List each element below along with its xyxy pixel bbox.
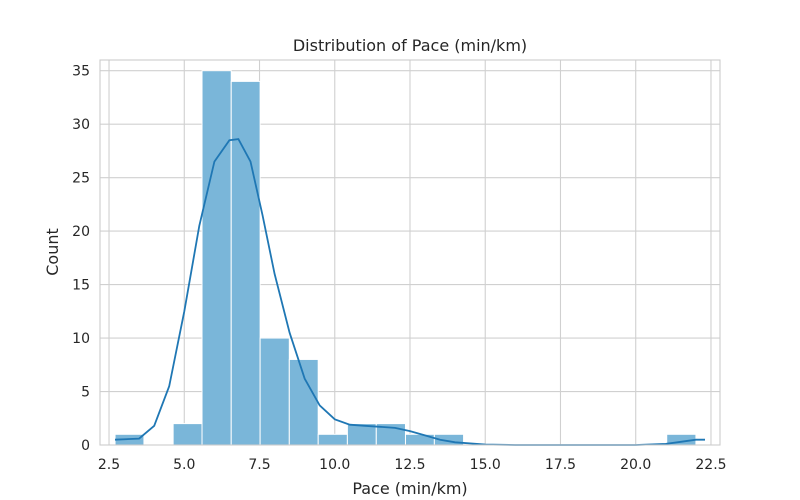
- x-tick-label: 10.0: [319, 457, 350, 473]
- histogram-bar: [172, 423, 203, 446]
- x-tick-label: 5.0: [173, 457, 195, 473]
- x-tick-label: 15.0: [470, 457, 501, 473]
- y-axis-label: Count: [43, 228, 62, 276]
- x-tick-label: 2.5: [98, 457, 120, 473]
- x-tick-label: 20.0: [620, 457, 651, 473]
- chart-title: Distribution of Pace (min/km): [293, 36, 527, 55]
- plot-frame: [99, 59, 721, 446]
- histogram-bar: [288, 358, 319, 446]
- histogram-bars: [114, 70, 697, 446]
- x-tick-label: 7.5: [248, 457, 270, 473]
- y-tick-label: 35: [72, 64, 90, 80]
- grid-lines: [100, 60, 720, 446]
- histogram-bar: [259, 337, 290, 446]
- x-tick-labels: 2.5 5.0 7.5 10.0 12.5 15.0 17.5 20.0 22.5: [98, 457, 727, 473]
- x-tick-label: 17.5: [545, 457, 576, 473]
- y-tick-label: 30: [72, 117, 90, 133]
- y-tick-label: 25: [72, 171, 90, 187]
- y-tick-label: 10: [72, 331, 90, 347]
- x-tick-label: 22.5: [695, 457, 726, 473]
- x-axis-label: Pace (min/km): [352, 479, 467, 498]
- y-tick-labels: 0 5 10 15 20 25 30 35: [72, 64, 90, 454]
- y-tick-label: 15: [72, 278, 90, 294]
- y-tick-label: 0: [81, 438, 90, 454]
- y-tick-label: 20: [72, 224, 90, 240]
- y-tick-label: 5: [81, 385, 90, 401]
- histogram-bar: [230, 80, 261, 446]
- histogram-bar: [317, 433, 348, 446]
- histogram-bar: [201, 70, 232, 446]
- x-tick-label: 12.5: [394, 457, 425, 473]
